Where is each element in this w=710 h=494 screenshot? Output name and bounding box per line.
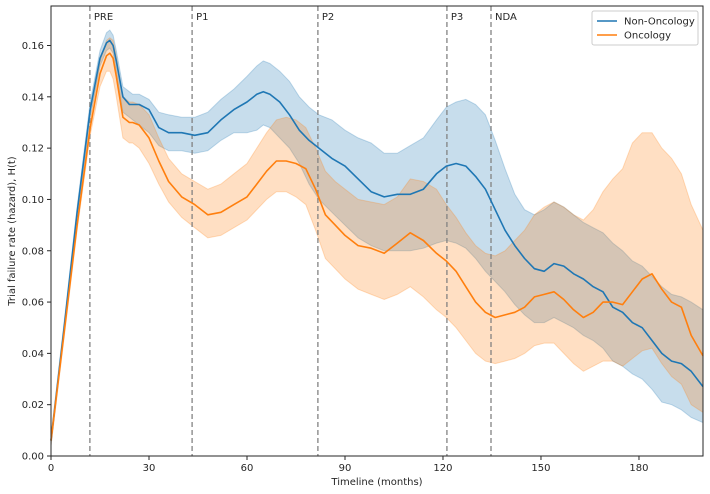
legend: Non-Oncology Oncology: [591, 10, 699, 46]
plot-frame: [50, 5, 704, 457]
x-tick-label: 0: [48, 463, 54, 474]
legend-label-oncology: Oncology: [624, 31, 671, 42]
series-line-oncology: [50, 52, 704, 441]
y-axis: 0.00 0.02 0.04 0.06 0.08 0.10 0.12 0.14 0.16: [22, 41, 51, 463]
x-tick-label: 90: [339, 463, 352, 474]
phase-label-p2: P2: [322, 12, 334, 23]
y-tick-label: 0.06: [22, 298, 44, 309]
y-axis-label: Trial failure rate (hazard), H(t): [7, 156, 18, 306]
y-tick-label: 0.02: [22, 400, 44, 411]
y-tick-label: 0.10: [22, 195, 44, 206]
legend-box: [591, 10, 699, 46]
phase-label-p3: P3: [451, 12, 463, 23]
x-tick-label: 60: [241, 463, 254, 474]
series-lines: [50, 39, 704, 441]
y-tick-label: 0.04: [22, 349, 44, 360]
y-tick-label: 0.16: [22, 41, 44, 52]
y-tick-label: 0.00: [22, 452, 44, 463]
x-axis: 0 30 60 90 120 150 180: [48, 456, 649, 474]
legend-label-non-oncology: Non-Oncology: [624, 17, 695, 28]
x-tick-label: 180: [629, 463, 648, 474]
y-tick-label: 0.12: [22, 144, 44, 155]
x-tick-label: 30: [143, 463, 156, 474]
phase-lines: PRE P1 P2 P3 NDA: [89, 6, 517, 456]
y-tick-label: 0.08: [22, 246, 44, 257]
x-tick-label: 120: [433, 463, 452, 474]
confidence-bands: [50, 29, 704, 446]
y-tick-label: 0.14: [22, 92, 44, 103]
phase-label-pre: PRE: [94, 12, 113, 23]
phase-label-p1: P1: [196, 12, 208, 23]
x-tick-label: 150: [531, 463, 550, 474]
x-axis-label: Timeline (months): [330, 477, 422, 488]
series-line-non-oncology: [50, 39, 704, 441]
phase-label-nda: NDA: [495, 12, 517, 23]
